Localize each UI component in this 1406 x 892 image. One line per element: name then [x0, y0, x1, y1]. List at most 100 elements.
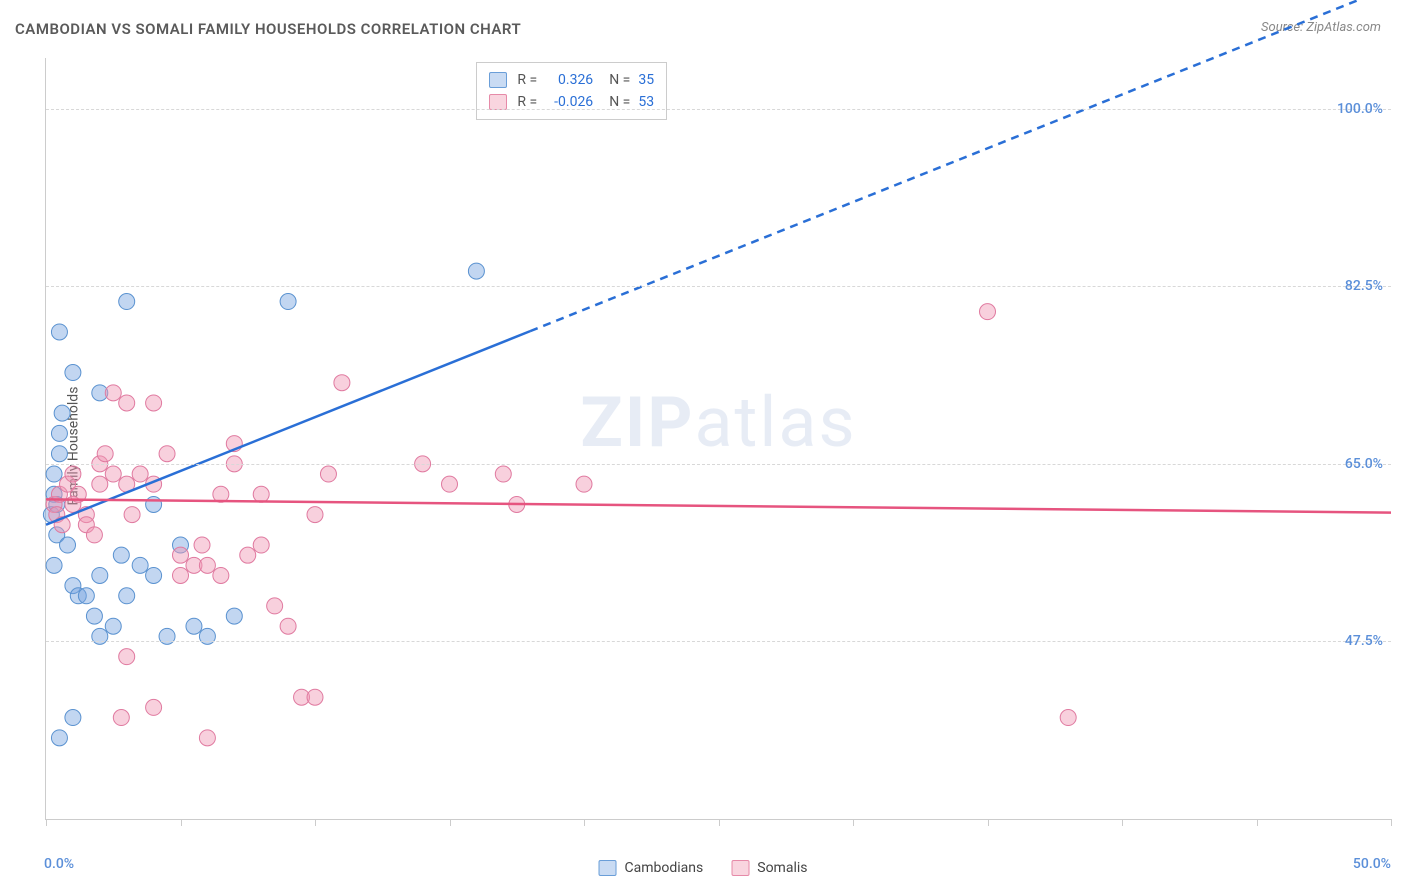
- data-point: [442, 476, 458, 492]
- series-legend: Cambodians Somalis: [599, 860, 808, 876]
- legend-item-somalis: Somalis: [731, 860, 807, 876]
- data-point: [186, 618, 202, 634]
- source-credit: Source: ZipAtlas.com: [1261, 20, 1381, 35]
- data-point: [119, 649, 135, 665]
- r-value: -0.026: [543, 94, 593, 110]
- x-tick: [181, 819, 182, 826]
- trend-line: [46, 499, 1391, 512]
- data-point: [280, 618, 296, 634]
- x-tick: [1391, 819, 1392, 826]
- data-point: [980, 304, 996, 320]
- data-point: [320, 466, 336, 482]
- data-point: [213, 567, 229, 583]
- legend-row: R = 0.326 N = 35: [489, 69, 654, 91]
- x-tick: [46, 819, 47, 826]
- data-point: [124, 507, 140, 523]
- data-point: [146, 699, 162, 715]
- swatch-icon: [731, 860, 749, 876]
- data-point: [132, 466, 148, 482]
- gridline: [46, 109, 1391, 110]
- data-point: [51, 425, 67, 441]
- data-point: [119, 588, 135, 604]
- x-tick: [719, 819, 720, 826]
- data-point: [113, 547, 129, 563]
- data-point: [253, 486, 269, 502]
- data-point: [199, 730, 215, 746]
- data-point: [65, 710, 81, 726]
- chart-title: CAMBODIAN VS SOMALI FAMILY HOUSEHOLDS CO…: [15, 20, 521, 38]
- swatch-icon: [599, 860, 617, 876]
- data-point: [86, 608, 102, 624]
- y-tick-label: 65.0%: [1345, 456, 1383, 472]
- data-point: [97, 446, 113, 462]
- data-point: [78, 588, 94, 604]
- x-tick: [853, 819, 854, 826]
- data-point: [267, 598, 283, 614]
- data-point: [280, 294, 296, 310]
- x-tick: [1122, 819, 1123, 826]
- data-point: [307, 507, 323, 523]
- data-point: [51, 446, 67, 462]
- data-point: [146, 496, 162, 512]
- data-point: [60, 537, 76, 553]
- r-label: R =: [517, 94, 537, 110]
- data-point: [194, 537, 210, 553]
- x-tick: [315, 819, 316, 826]
- data-point: [307, 689, 323, 705]
- data-point: [495, 466, 511, 482]
- data-point: [51, 730, 67, 746]
- data-point: [132, 557, 148, 573]
- plot-svg: [46, 58, 1391, 819]
- y-tick-label: 100.0%: [1337, 101, 1383, 117]
- data-point: [334, 375, 350, 391]
- legend-label: Somalis: [757, 860, 807, 876]
- data-point: [65, 365, 81, 381]
- x-tick: [450, 819, 451, 826]
- data-point: [113, 710, 129, 726]
- data-point: [46, 557, 62, 573]
- swatch-icon: [489, 94, 507, 110]
- data-point: [576, 476, 592, 492]
- data-point: [92, 567, 108, 583]
- data-point: [105, 618, 121, 634]
- legend-label: Cambodians: [625, 860, 704, 876]
- data-point: [159, 446, 175, 462]
- x-tick: [1257, 819, 1258, 826]
- data-point: [226, 608, 242, 624]
- data-point: [105, 466, 121, 482]
- data-point: [173, 567, 189, 583]
- x-axis-min-label: 0.0%: [44, 856, 74, 872]
- data-point: [468, 263, 484, 279]
- data-point: [199, 557, 215, 573]
- n-label: N =: [609, 94, 630, 110]
- correlation-legend: R = 0.326 N = 35 R = -0.026 N = 53: [476, 62, 667, 120]
- data-point: [54, 405, 70, 421]
- data-point: [65, 466, 81, 482]
- swatch-icon: [489, 72, 507, 88]
- data-point: [105, 385, 121, 401]
- n-label: N =: [609, 72, 630, 88]
- r-label: R =: [517, 72, 537, 88]
- data-point: [92, 476, 108, 492]
- gridline: [46, 641, 1391, 642]
- r-value: 0.326: [543, 72, 593, 88]
- y-tick-label: 47.5%: [1345, 633, 1383, 649]
- data-point: [51, 324, 67, 340]
- trend-line-dashed: [530, 0, 1391, 331]
- gridline: [46, 286, 1391, 287]
- n-value: 53: [638, 94, 654, 110]
- data-point: [173, 547, 189, 563]
- data-point: [119, 294, 135, 310]
- n-value: 35: [638, 72, 654, 88]
- x-tick: [988, 819, 989, 826]
- data-point: [1060, 710, 1076, 726]
- data-point: [119, 395, 135, 411]
- data-point: [253, 537, 269, 553]
- data-point: [146, 395, 162, 411]
- data-point: [86, 527, 102, 543]
- x-axis-max-label: 50.0%: [1353, 856, 1391, 872]
- data-point: [146, 567, 162, 583]
- plot-area: ZIPatlas R =0.326N =35R =-0.026N =53 47.…: [45, 58, 1391, 820]
- gridline: [46, 464, 1391, 465]
- legend-item-cambodians: Cambodians: [599, 860, 704, 876]
